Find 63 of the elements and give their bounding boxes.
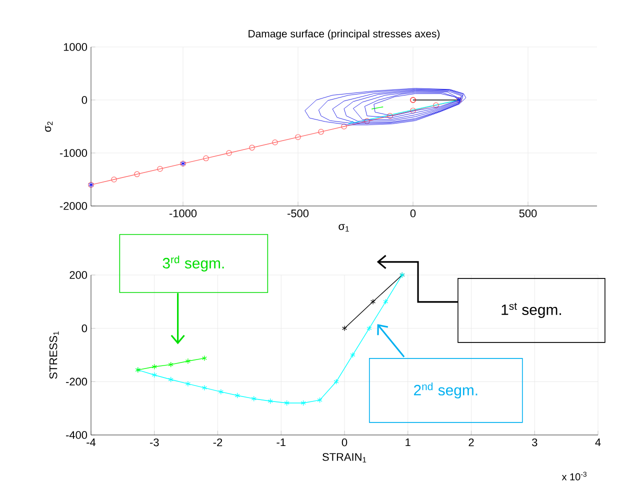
point (383, 298, 388, 305)
point (433, 102, 439, 108)
chart-title: Damage surface (principal stresses axes) (248, 30, 440, 40)
point (366, 325, 372, 332)
point (318, 128, 324, 135)
y-axis-title: σ$_{2}$ (45, 122, 53, 132)
point (370, 298, 376, 305)
x-tick-label: 4 (595, 438, 601, 446)
y-tick-label: -2000 (60, 202, 88, 210)
y-tick-label: -200 (66, 378, 88, 386)
point (350, 352, 356, 358)
point (268, 398, 273, 404)
point (185, 358, 191, 364)
point (111, 176, 117, 182)
y-tick-label: -1000 (60, 149, 88, 157)
annotation: 1$^{st}$ segm. (502, 302, 561, 318)
annotation: 2$^{nd}$ segm. (414, 382, 478, 398)
point (249, 144, 255, 151)
point (134, 171, 140, 178)
point (168, 376, 174, 382)
point (218, 388, 224, 395)
x-tick-label: -2 (213, 438, 222, 446)
point (251, 396, 256, 402)
y-tick-label: 0 (82, 324, 88, 332)
x-tick-label: 0 (342, 438, 348, 446)
point (410, 108, 416, 114)
point (152, 364, 157, 370)
point (185, 380, 191, 387)
x-tick-label: 3 (532, 438, 538, 446)
point (272, 139, 278, 146)
x-tick-label: 0 (410, 210, 416, 218)
x-tick-label: 2 (468, 438, 474, 446)
point (168, 362, 174, 368)
y-tick-label: 1000 (64, 43, 88, 51)
x-axis-title: σ$_{1}$ (338, 224, 349, 232)
x-tick-label: -1 (276, 438, 286, 446)
point (334, 378, 339, 385)
point (341, 124, 347, 130)
point (300, 400, 306, 406)
point (202, 384, 207, 391)
point (226, 150, 232, 156)
x-tick-label: -3 (150, 438, 159, 446)
y-tick-label: 200 (70, 271, 88, 279)
point (410, 97, 416, 103)
point (317, 397, 322, 403)
text: x 10$^{-3}$ (562, 472, 587, 480)
x-tick-label: -4 (86, 438, 96, 446)
point (152, 372, 157, 378)
point (284, 400, 290, 406)
y-tick-label: -400 (66, 431, 88, 439)
x-tick-label: 1 (406, 438, 410, 446)
point (203, 155, 209, 162)
point (387, 112, 393, 119)
x-tick-label: 500 (519, 210, 537, 218)
y-tick-label: 0 (82, 96, 88, 104)
point (234, 392, 240, 398)
x-tick-label: -500 (288, 210, 309, 218)
point (157, 166, 163, 172)
text: 3$^{rd}$ segm. (162, 256, 224, 272)
x-axis-title: STRAIN$_{1}$ (322, 453, 366, 462)
point (295, 134, 301, 140)
y-axis-title: STRESS$_{1}$ (49, 332, 59, 379)
x-tick-label: -1000 (169, 210, 197, 218)
